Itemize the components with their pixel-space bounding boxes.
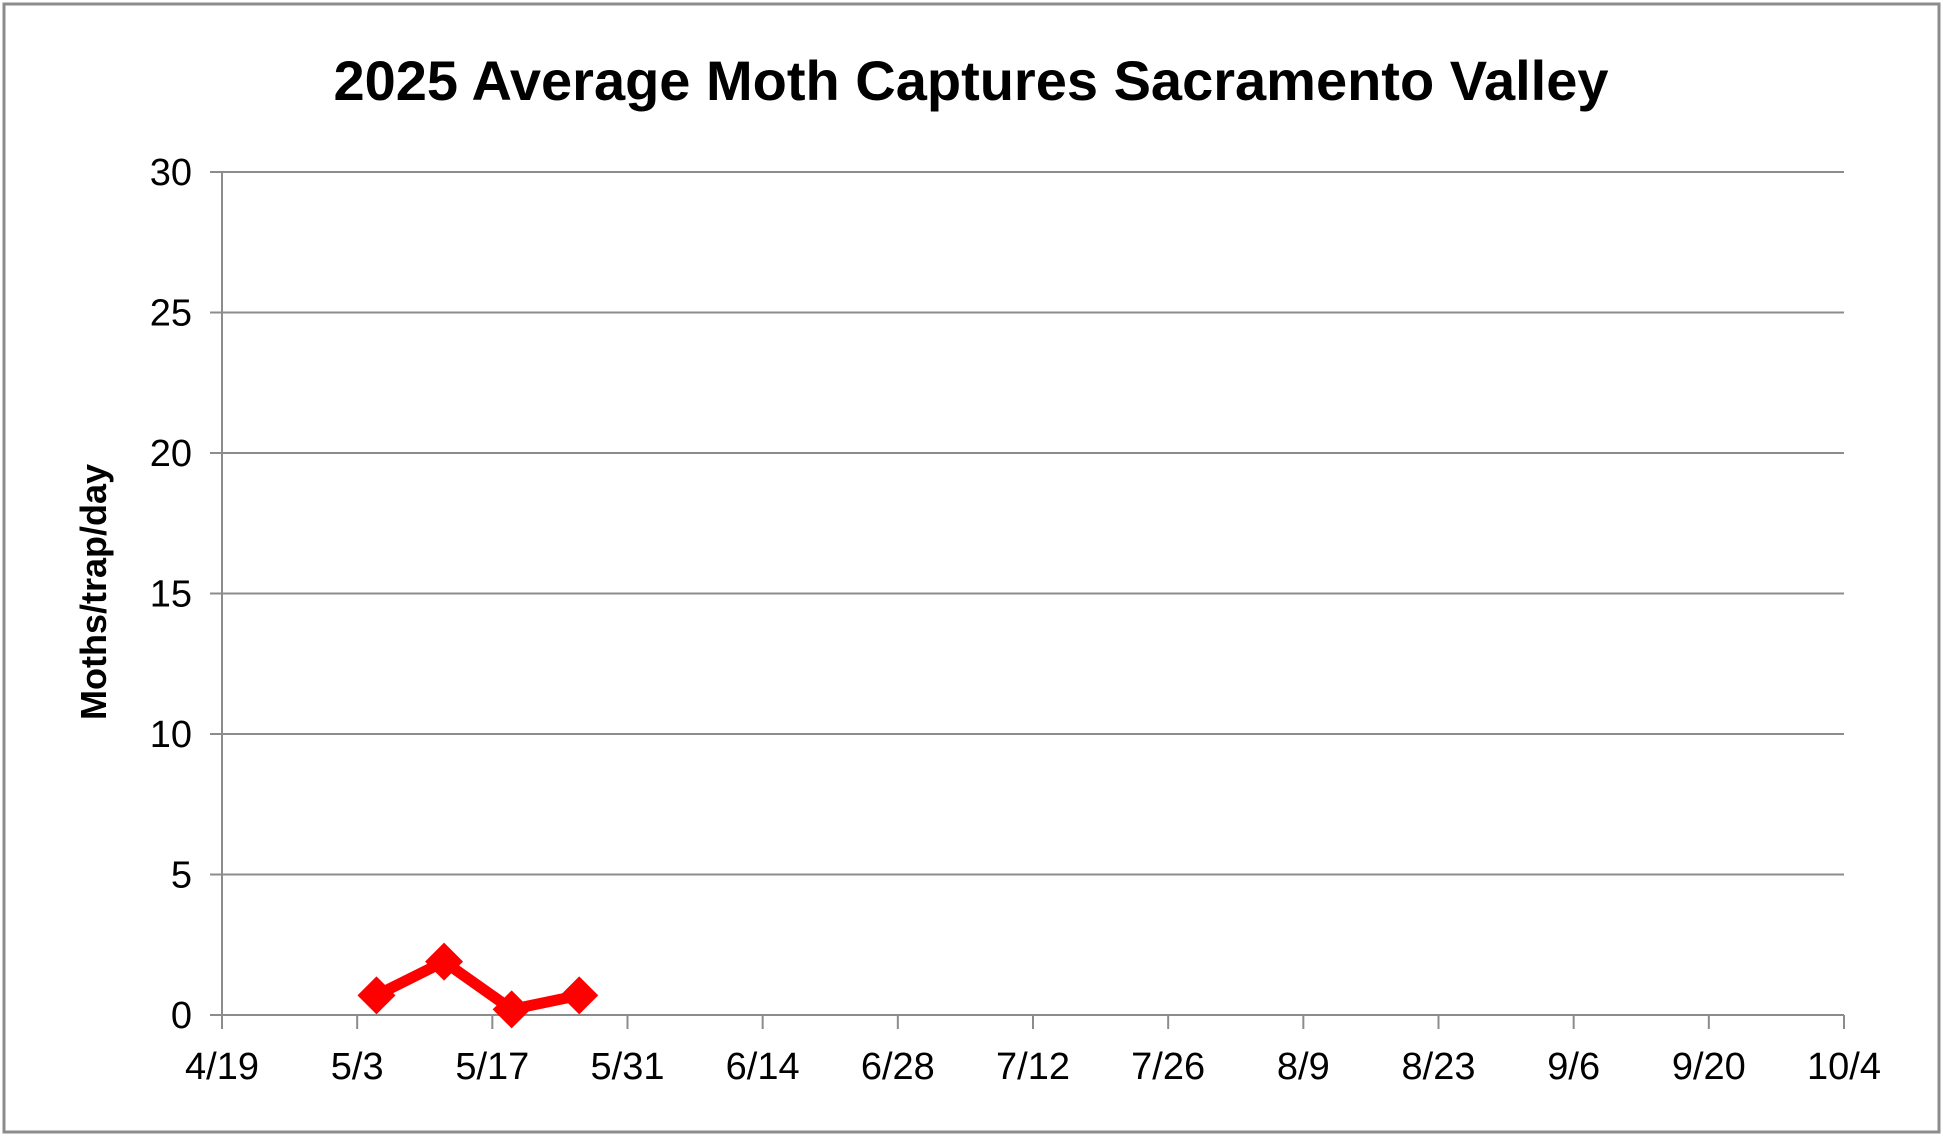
x-tick-label: 4/19 — [185, 1046, 259, 1088]
y-tick-label: 5 — [171, 855, 192, 897]
x-tick-label: 5/3 — [331, 1046, 384, 1088]
data-point-marker — [425, 942, 464, 981]
y-tick-label: 30 — [150, 152, 192, 194]
y-tick-label: 25 — [150, 293, 192, 335]
x-tick-label: 7/26 — [1131, 1046, 1205, 1088]
x-tick-label: 9/20 — [1672, 1046, 1746, 1088]
chart-title: 2025 Average Moth Captures Sacramento Va… — [333, 49, 1608, 112]
y-tick-label: 10 — [150, 714, 192, 756]
y-tick-label: 0 — [171, 995, 192, 1037]
y-tick-label: 20 — [150, 433, 192, 475]
x-tick-label: 6/28 — [861, 1046, 935, 1088]
y-axis-title: Moths/trap/day — [73, 464, 114, 720]
y-axis-ticks: 0 5 10 15 20 25 30 — [150, 152, 222, 1037]
gridlines — [222, 171, 1844, 876]
x-tick-label: 8/9 — [1277, 1046, 1330, 1088]
x-tick-label: 9/6 — [1547, 1046, 1600, 1088]
x-tick-label: 6/14 — [726, 1046, 800, 1088]
x-tick-label: 7/12 — [996, 1046, 1070, 1088]
series — [357, 942, 599, 1029]
y-tick-label: 15 — [150, 574, 192, 616]
x-axis-ticks: 4/19 5/3 5/17 5/31 6/14 6/28 7/12 7/26 8/9 8/23 9/… — [185, 1015, 1881, 1088]
x-tick-label: 10/4 — [1807, 1046, 1881, 1088]
data-point-marker — [492, 990, 531, 1029]
x-tick-label: 5/31 — [591, 1046, 665, 1088]
x-tick-label: 5/17 — [455, 1046, 529, 1088]
series-line — [370, 956, 585, 1015]
x-tick-label: 8/23 — [1402, 1046, 1476, 1088]
data-point-marker — [357, 976, 396, 1015]
data-point-marker — [560, 976, 599, 1015]
